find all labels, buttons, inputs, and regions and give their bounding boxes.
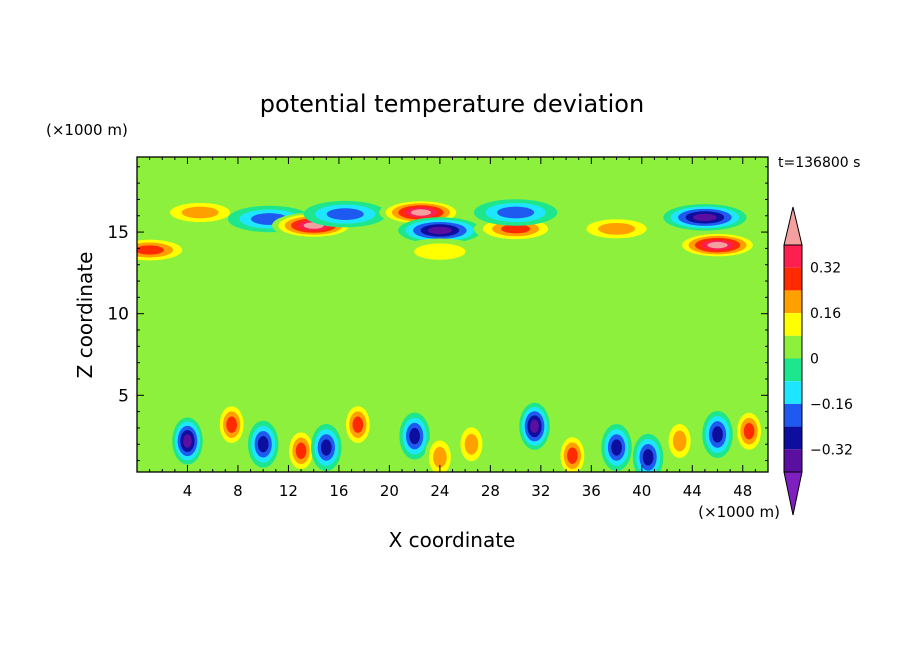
colorbar: 0.32 0.16 0 −0.16 −0.32 — [783, 206, 853, 516]
contour-level — [611, 439, 622, 456]
contour-level — [433, 446, 447, 468]
z-tick-label: 10 — [107, 305, 129, 325]
contour-level — [257, 436, 269, 453]
contour-level — [707, 241, 728, 249]
x-tick-label: 12 — [279, 482, 298, 500]
x-tick-label: 40 — [632, 482, 651, 500]
contour-level — [712, 426, 723, 443]
contour-level — [410, 209, 432, 216]
colorbar-tick-label: −0.32 — [810, 442, 853, 458]
x-tick-label: 8 — [233, 482, 243, 500]
contour-feature — [311, 424, 342, 472]
contour-feature — [137, 236, 192, 264]
colorbar-band — [784, 335, 802, 359]
colorbar-band — [784, 358, 802, 382]
contour-feature — [398, 238, 482, 265]
contour-feature — [247, 420, 279, 468]
x-tick-label: 36 — [582, 482, 601, 500]
colorbar-band — [784, 449, 802, 472]
x-tick-label: 16 — [329, 482, 348, 500]
contour-feature — [303, 200, 387, 228]
contour-level — [409, 427, 420, 445]
contour-feature — [675, 231, 760, 259]
colorbar-band — [784, 267, 802, 291]
contour-level — [295, 442, 307, 459]
contour-level — [598, 222, 636, 235]
contour-feature — [601, 424, 632, 472]
contour-field — [137, 199, 765, 472]
colorbar-frame — [783, 244, 803, 473]
x-tick-label: 20 — [380, 482, 399, 500]
contour-feature — [663, 204, 747, 231]
contour-level — [226, 416, 237, 433]
colorbar-band — [784, 381, 802, 404]
time-label: t=136800 s — [778, 155, 860, 171]
contour-level — [352, 416, 364, 433]
colorbar-band — [784, 426, 802, 450]
x-unit-label: (×1000 m) — [698, 503, 780, 521]
contour-feature — [733, 407, 765, 455]
contour-feature — [519, 402, 550, 450]
contour-level — [693, 213, 717, 222]
colorbar-tick-label: −0.16 — [810, 397, 853, 413]
contour-feature — [702, 410, 733, 458]
contour-level — [320, 439, 332, 456]
contour-level — [567, 447, 578, 464]
z-axis: 5 10 15 — [107, 166, 768, 462]
contour-level — [497, 206, 535, 219]
z-tick-label: 5 — [118, 386, 129, 406]
x-tick-label: 48 — [733, 482, 752, 500]
z-tick-label: 15 — [107, 223, 129, 243]
contour-level — [181, 206, 219, 219]
colorbar-band — [784, 245, 802, 268]
contour-level — [326, 208, 364, 221]
colorbar-upper-extension — [783, 206, 803, 246]
contour-level — [464, 433, 479, 455]
z-unit-label: (×1000 m) — [46, 121, 128, 139]
contour-feature — [342, 401, 374, 449]
contour-feature — [398, 217, 482, 244]
contour-level — [414, 243, 466, 260]
contour-feature — [574, 215, 659, 243]
contour-feature — [158, 199, 242, 226]
contour-feature — [216, 401, 247, 449]
contour-level — [672, 430, 687, 452]
x-tick-label: 44 — [683, 482, 702, 500]
contour-feature — [456, 420, 487, 468]
colorbar-band — [784, 290, 802, 314]
x-tick-label: 4 — [183, 482, 193, 500]
colorbar-band — [784, 403, 802, 427]
contour-level — [743, 423, 755, 440]
contour-level — [642, 449, 654, 466]
contour-feature — [632, 433, 664, 472]
chart-title: potential temperature deviation — [260, 90, 644, 118]
contour-level — [183, 434, 192, 448]
contour-feature — [172, 417, 203, 465]
x-tick-label: 32 — [531, 482, 550, 500]
contour-feature — [285, 427, 317, 472]
x-tick-label: 24 — [430, 482, 449, 500]
colorbar-tick-label: 0.32 — [810, 261, 841, 277]
contour-feature — [473, 199, 558, 226]
x-tick-label: 28 — [481, 482, 500, 500]
contour-level — [427, 226, 452, 235]
contour-level — [501, 224, 531, 234]
x-axis-title: X coordinate — [389, 528, 516, 552]
contour-level — [137, 245, 165, 255]
contour-feature — [399, 412, 430, 460]
colorbar-band — [784, 313, 802, 336]
x-axis: 4 8 12 16 20 24 28 32 36 40 44 48 — [149, 157, 756, 500]
contour-level — [530, 419, 539, 434]
contour-feature — [664, 417, 695, 465]
contour-feature — [424, 433, 456, 472]
colorbar-tick-label: 0 — [810, 352, 819, 368]
colorbar-tick-label: 0.16 — [810, 306, 841, 322]
colorbar-lower-extension — [783, 471, 803, 516]
contour-feature — [557, 432, 588, 472]
z-axis-title: Z coordinate — [73, 252, 97, 379]
